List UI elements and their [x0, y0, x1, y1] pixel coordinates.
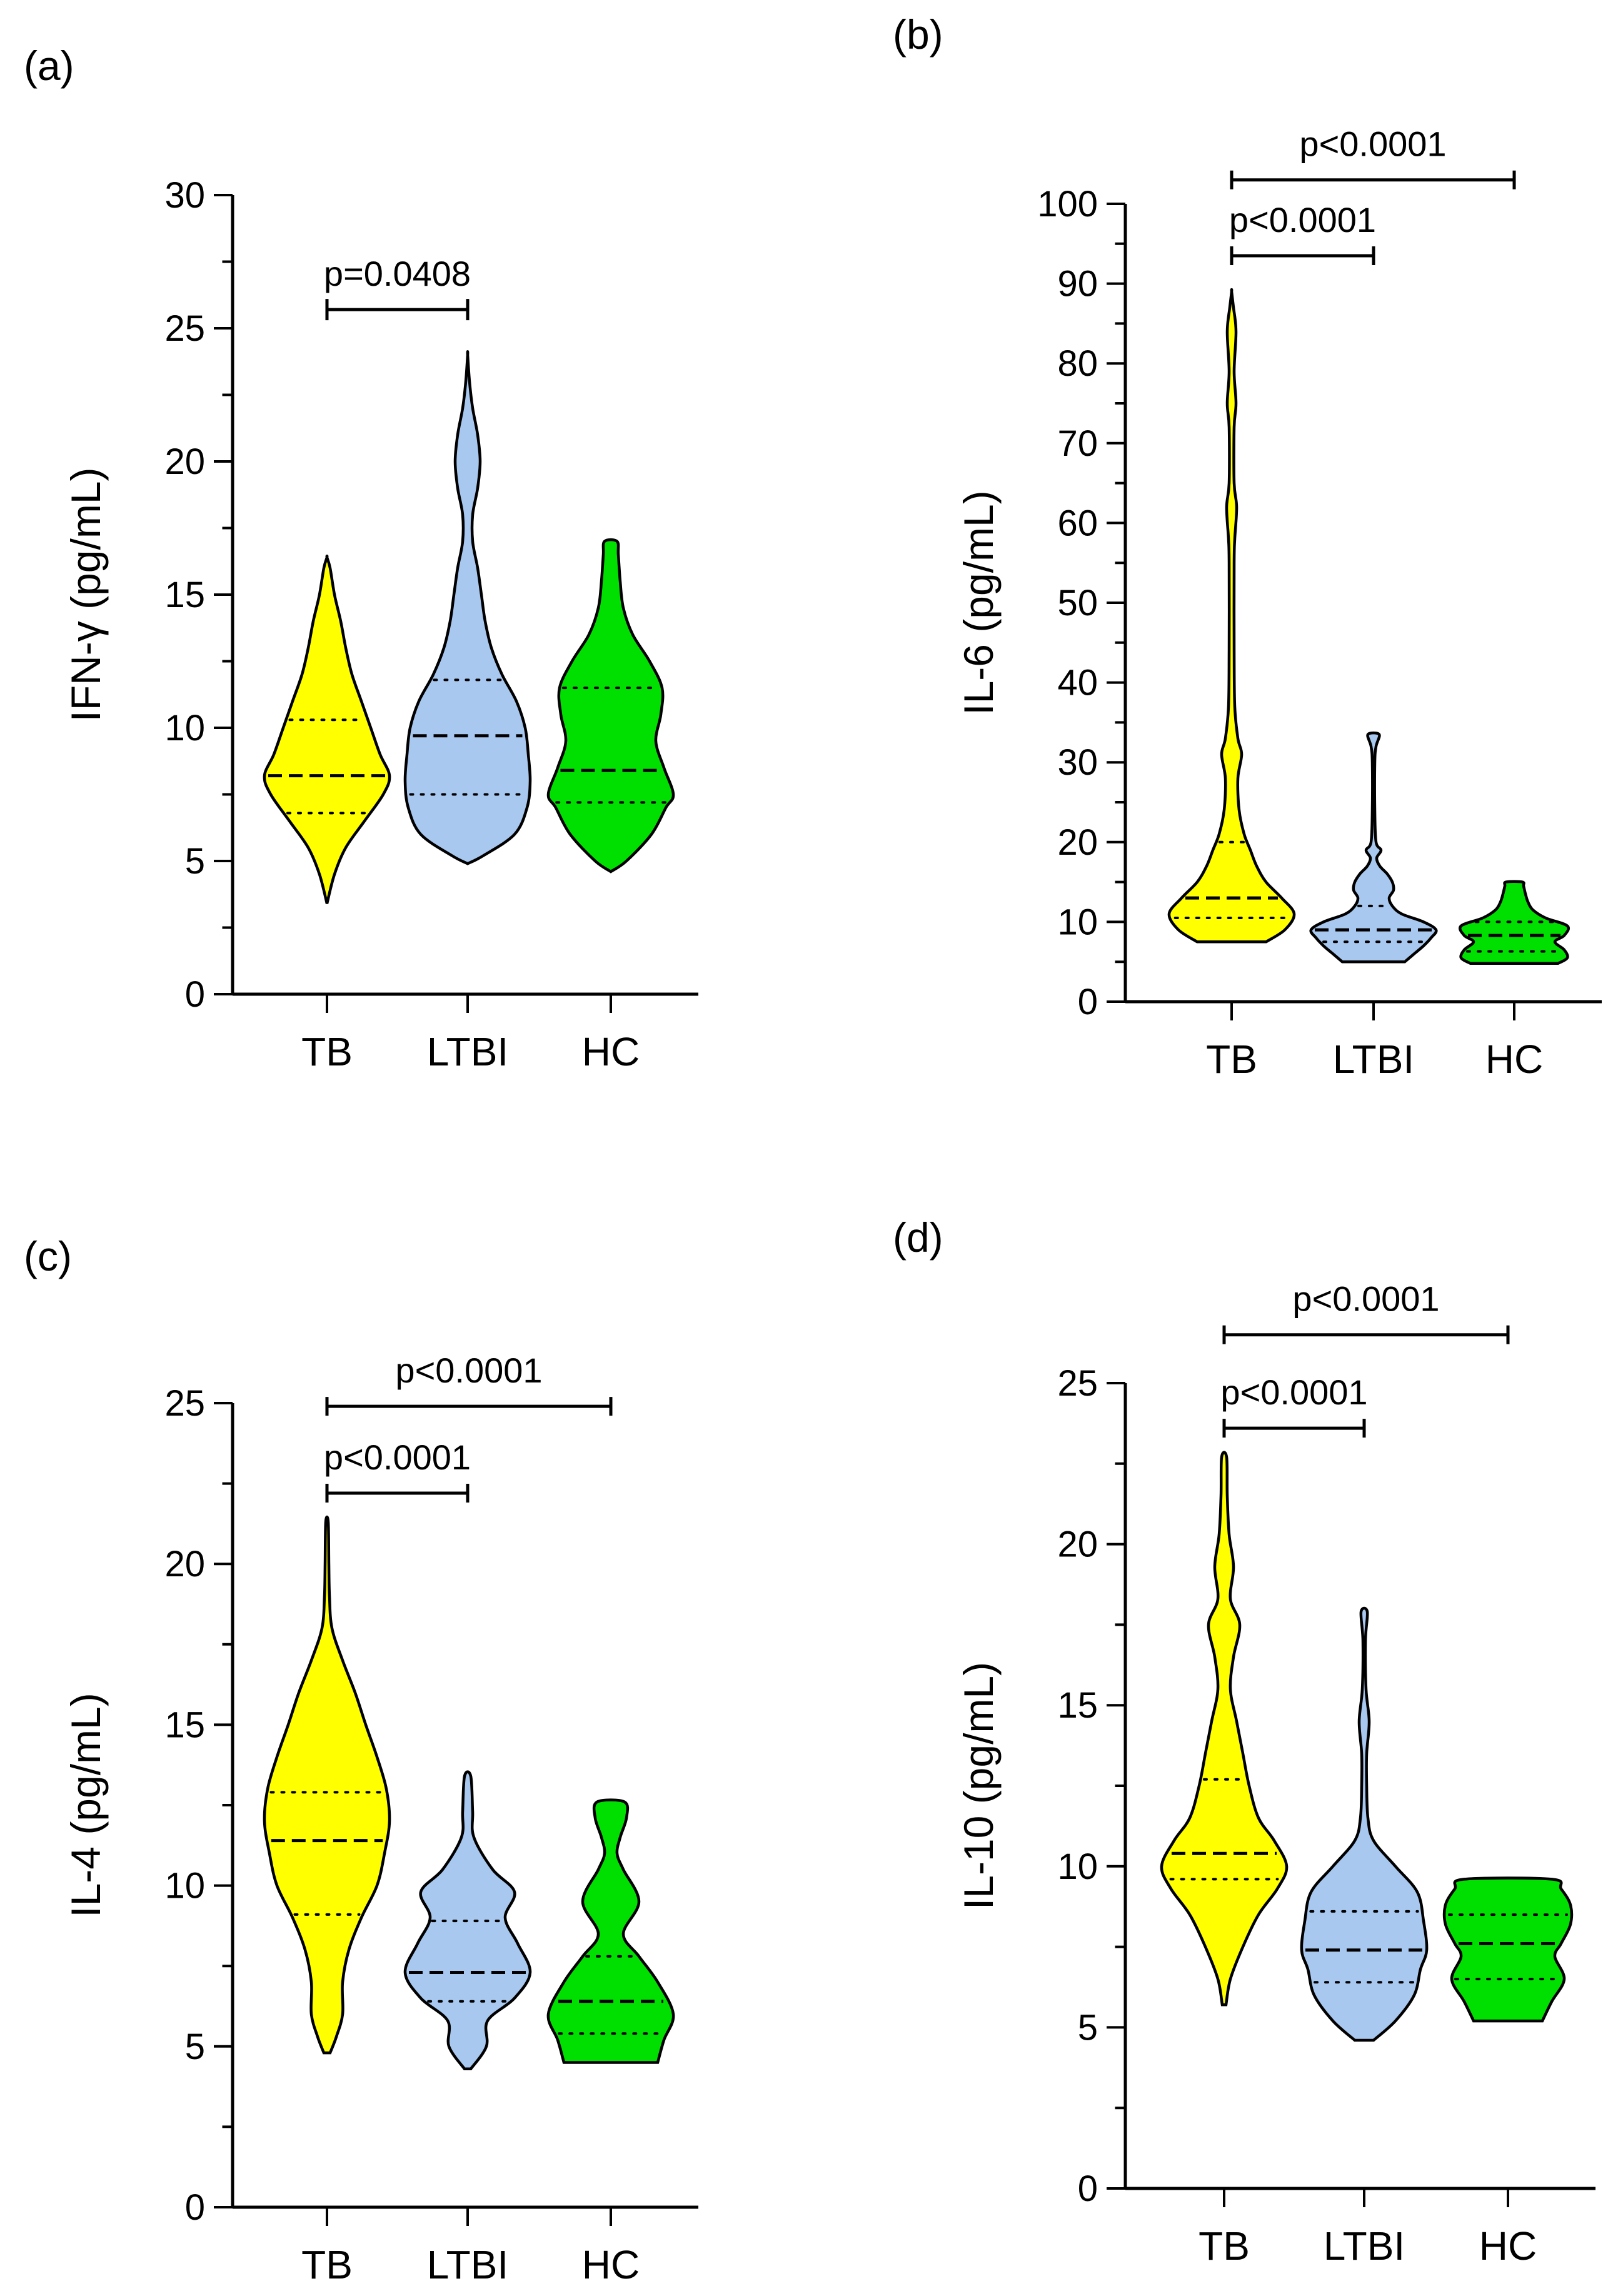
p-value-label: p<0.0001 — [1229, 200, 1376, 239]
x-category-label: HC — [1479, 2223, 1537, 2268]
violin-tb — [263, 1515, 391, 2055]
y-tick-label: 80 — [1057, 343, 1098, 384]
significance-bracket: p<0.0001 — [1222, 1279, 1510, 1344]
y-tick-label: 15 — [164, 1704, 205, 1745]
panel-d: (d) 0 5 10 15 20 25 IL-10 (pg/mL) TB LTBI HC p<0.00… — [893, 1214, 1595, 2268]
violin-body — [1458, 880, 1570, 965]
x-category-label: HC — [582, 1029, 640, 1074]
violin-hc — [1442, 1876, 1574, 2023]
p-value-label: p<0.0001 — [1220, 1372, 1367, 1412]
bracket-line — [1230, 170, 1516, 189]
bracket-line — [1222, 1325, 1510, 1344]
y-tick-label: 15 — [164, 575, 205, 615]
significance-bracket: p<0.0001 — [1220, 1372, 1368, 1438]
violin-body — [546, 1798, 675, 2064]
violin-ltbi — [1300, 1606, 1429, 2042]
y-tick-label: 60 — [1057, 503, 1098, 543]
x-category-label: LTBI — [427, 1029, 508, 1074]
y-tick-label: 10 — [164, 1866, 205, 1906]
y-tick-label: 20 — [1057, 822, 1098, 863]
y-tick-label: 25 — [1057, 1363, 1098, 1404]
x-category-label: TB — [301, 1029, 353, 1074]
panel-letter: (b) — [893, 11, 943, 58]
violin-tb — [1167, 288, 1296, 944]
bracket-line — [325, 1397, 613, 1416]
y-tick-label: 10 — [1057, 1846, 1098, 1887]
violin-tb — [1160, 1451, 1289, 2006]
bracket-line — [1222, 1419, 1366, 1438]
y-tick-label: 0 — [185, 974, 205, 1015]
panel-b: (b) 0 10 20 30 40 50 60 70 80 90 100 IL-6 (pg/mL) TB L… — [893, 11, 1602, 1082]
y-tick-label: 0 — [1078, 2168, 1098, 2209]
p-value-label: p=0.0408 — [324, 254, 471, 293]
y-tick-label: 20 — [164, 1544, 205, 1584]
p-value-label: p<0.0001 — [395, 1351, 542, 1390]
p-value-label: p<0.0001 — [1292, 1279, 1439, 1319]
y-tick-label: 0 — [1078, 982, 1098, 1022]
panel-c: (c) 0 5 10 15 20 25 IL-4 (pg/mL) TB LTBI HC p<0.000… — [24, 1233, 698, 2287]
y-tick-label: 100 — [1037, 184, 1098, 224]
violin-body — [1300, 1606, 1429, 2042]
violin-hc — [546, 538, 675, 874]
y-axis-title: IFN-γ (pg/mL) — [63, 467, 109, 722]
p-value-label: p<0.0001 — [1299, 124, 1446, 164]
bracket-line — [325, 1484, 470, 1503]
y-tick-label: 10 — [164, 708, 205, 748]
p-value-label: p<0.0001 — [324, 1438, 471, 1477]
y-axis-title: IL-10 (pg/mL) — [955, 1662, 1002, 1910]
panel-letter: (d) — [893, 1214, 943, 1261]
y-axis-title: IL-4 (pg/mL) — [63, 1693, 109, 1917]
violin-ltbi — [1309, 731, 1438, 964]
y-tick-label: 5 — [1078, 2007, 1098, 2048]
violin-body — [546, 538, 675, 874]
y-tick-label: 70 — [1057, 423, 1098, 464]
x-category-label: TB — [1198, 2223, 1250, 2268]
violin-ltbi — [403, 1770, 532, 2071]
y-tick-label: 40 — [1057, 663, 1098, 703]
violin-body — [1167, 288, 1296, 944]
significance-bracket: p=0.0408 — [324, 254, 471, 321]
violin-body — [403, 350, 532, 865]
panel-a: (a) 0 5 10 15 20 25 30 IFN-γ (pg/mL) TB LTBI HC p=0.… — [24, 43, 698, 1074]
y-tick-label: 30 — [1057, 742, 1098, 783]
x-category-label: TB — [1206, 1037, 1257, 1082]
panel-letter: (a) — [24, 43, 74, 89]
y-tick-label: 20 — [1057, 1524, 1098, 1565]
y-tick-label: 90 — [1057, 264, 1098, 305]
violin-ltbi — [403, 350, 532, 865]
x-category-label: HC — [1485, 1037, 1543, 1082]
violin-hc — [546, 1798, 675, 2064]
significance-bracket: p<0.0001 — [324, 1438, 471, 1503]
y-tick-label: 5 — [185, 841, 205, 882]
x-category-label: LTBI — [1324, 2223, 1405, 2268]
bracket-line — [325, 299, 470, 321]
y-tick-label: 25 — [164, 1383, 205, 1424]
y-axis-title: IL-6 (pg/mL) — [955, 490, 1002, 715]
violin-tb — [263, 554, 391, 904]
y-tick-label: 15 — [1057, 1685, 1098, 1726]
y-tick-label: 20 — [164, 441, 205, 482]
y-tick-label: 50 — [1057, 583, 1098, 623]
y-tick-label: 25 — [164, 308, 205, 349]
x-category-label: TB — [301, 2242, 353, 2287]
significance-bracket: p<0.0001 — [1229, 200, 1376, 265]
y-tick-label: 0 — [185, 2187, 205, 2228]
violin-body — [1309, 731, 1438, 964]
y-tick-label: 5 — [185, 2027, 205, 2067]
x-category-label: HC — [582, 2242, 640, 2287]
y-tick-label: 30 — [164, 175, 205, 216]
violin-body — [1442, 1876, 1574, 2023]
violin-body — [1160, 1451, 1289, 2006]
x-category-label: LTBI — [1333, 1037, 1414, 1082]
significance-bracket: p<0.0001 — [1230, 124, 1516, 189]
significance-bracket: p<0.0001 — [325, 1351, 613, 1416]
bracket-line — [1230, 246, 1375, 265]
x-category-label: LTBI — [427, 2242, 508, 2287]
violin-body — [263, 1515, 391, 2055]
violin-hc — [1458, 880, 1570, 965]
panel-letter: (c) — [24, 1233, 72, 1279]
y-tick-label: 10 — [1057, 902, 1098, 942]
violin-body — [263, 554, 391, 904]
